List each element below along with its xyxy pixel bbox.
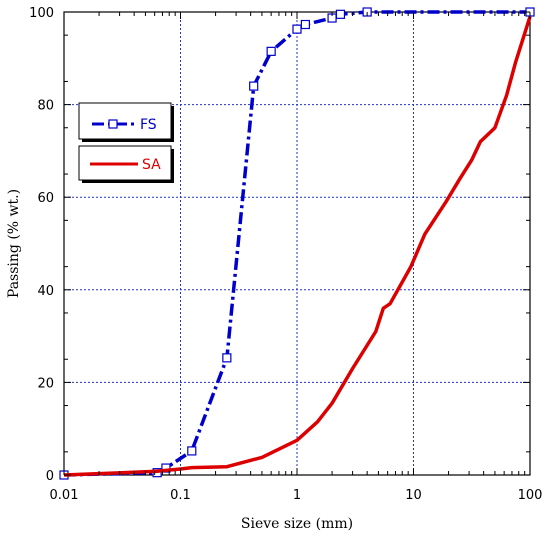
- y-tick-label: 80: [37, 99, 54, 114]
- x-tick-label: 100: [518, 488, 543, 503]
- x-tick-label: 10: [405, 488, 422, 503]
- y-tick-label: 60: [37, 191, 54, 206]
- series-sa-line: [63, 16, 532, 477]
- y-tick-label: 20: [37, 376, 54, 391]
- x-tick-label: 0.1: [170, 488, 191, 503]
- legend-fs-box: [78, 102, 172, 140]
- y-tick-label: 0: [46, 469, 54, 484]
- legend-fs-label: FS: [140, 117, 157, 133]
- tick-labels: 0.01 0.1 1 10 100 0 20 40 60 80 100: [29, 6, 542, 503]
- series-fs-point: [292, 24, 302, 34]
- tick-marks: [63, 11, 531, 476]
- series-fs-point: [249, 81, 259, 91]
- series-fs-point: [335, 9, 346, 19]
- y-tick-label: 100: [29, 6, 54, 21]
- y-tick-label: 40: [37, 284, 54, 299]
- series-layer: [59, 7, 535, 480]
- series-fs-point: [266, 46, 276, 56]
- series-fs-point: [222, 353, 232, 363]
- y-axis-title: Passing (% wt.): [6, 189, 22, 298]
- legend-item-fs: FS: [78, 102, 174, 142]
- legend-fs-square-marker: [108, 119, 118, 129]
- legend-item-sa: SA: [78, 145, 174, 183]
- legend-sa-label: SA: [142, 157, 161, 173]
- grid: [64, 12, 530, 475]
- x-tick-label: 1: [293, 488, 301, 503]
- series-fs-point: [187, 446, 197, 456]
- legend: FS SA: [78, 102, 174, 183]
- x-axis-title: Sieve size (mm): [241, 516, 353, 532]
- series-fs-point: [300, 19, 310, 30]
- x-tick-label: 0.01: [50, 488, 79, 503]
